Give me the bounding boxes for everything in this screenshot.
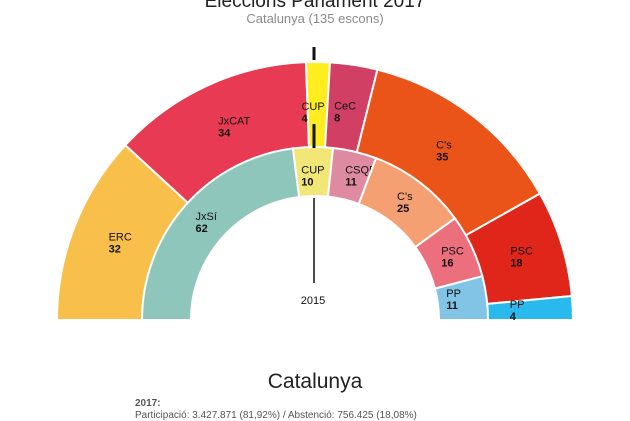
inner-ring-year-label: 2015: [301, 295, 325, 307]
seat-count-2017-cup: 4: [301, 113, 308, 125]
party-label-2017-pp: PP: [510, 299, 525, 311]
stats-year: 2017:: [135, 398, 161, 409]
party-label-2017-cec: CeC: [334, 100, 356, 112]
party-label-2015-c-s: C's: [397, 191, 413, 203]
seat-count-2017-erc: 32: [109, 244, 121, 256]
party-label-2015-jxsi: JxSí: [195, 211, 216, 223]
party-label-2015-csqp: CSQP: [345, 165, 376, 177]
party-label-2017-c-s: C's: [436, 140, 452, 152]
region-title: Catalunya: [267, 370, 363, 393]
seat-count-2017-jxcat: 34: [218, 127, 231, 139]
seat-count-2015-c-s: 25: [397, 203, 409, 215]
seat-count-2017-c-s: 35: [436, 152, 448, 164]
party-label-2017-jxcat: JxCAT: [218, 115, 250, 127]
party-label-2017-erc: ERC: [109, 232, 132, 244]
party-label-2015-cup: CUP: [301, 165, 324, 177]
seat-arc-2015-pp: [433, 274, 490, 321]
party-label-2017-psc: PSC: [510, 246, 533, 258]
seat-count-2015-cup: 10: [301, 177, 313, 189]
seat-count-2017-pp: 4: [510, 311, 517, 323]
seat-count-2015-psc: 16: [441, 257, 453, 269]
party-label-2015-pp: PP: [446, 288, 461, 300]
seat-count-2017-psc: 18: [510, 258, 522, 270]
party-label-2015-psc: PSC: [441, 245, 464, 257]
seat-count-2015-jxsi: 62: [195, 223, 207, 235]
seat-count-2015-csqp: 11: [345, 177, 357, 189]
seat-count-2017-cec: 8: [334, 112, 340, 124]
participation-stats: Participació: 3.427.871 (81,92%) / Abste…: [135, 410, 417, 421]
seat-count-2015-pp: 11: [446, 300, 458, 312]
chart-subtitle: Catalunya (135 escons): [246, 11, 384, 26]
chart-title: Eleccions Parlament 2017: [204, 0, 426, 12]
party-label-2017-cup: CUP: [301, 101, 324, 113]
